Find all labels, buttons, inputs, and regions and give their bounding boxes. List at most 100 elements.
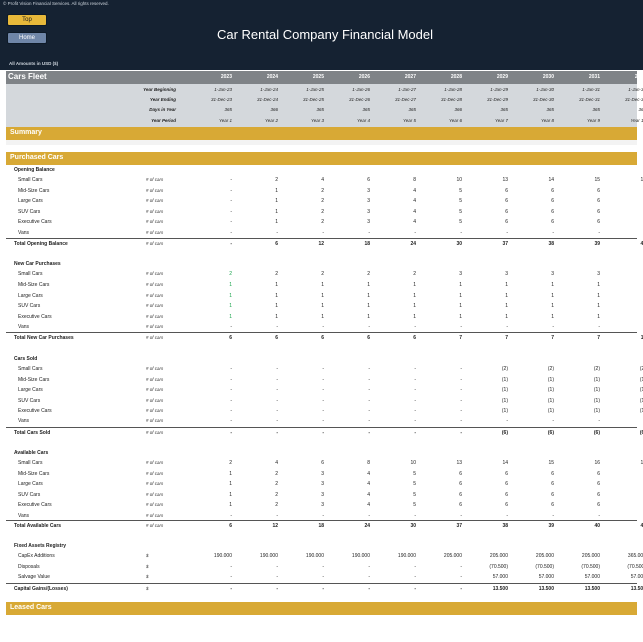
cell-value[interactable]: 1 (321, 282, 324, 288)
cell-value[interactable]: (1) (501, 408, 508, 414)
cell-value[interactable]: 1 (229, 293, 232, 299)
cell-value[interactable]: (70.500) (535, 564, 554, 570)
cell-value[interactable]: 5 (459, 209, 462, 215)
cell-value[interactable]: 6 (505, 502, 508, 508)
leased-section-bar[interactable]: Leased Cars (6, 602, 637, 615)
cell-value[interactable]: 37 (502, 241, 508, 247)
cell-value[interactable]: - (506, 418, 508, 424)
cell-value[interactable]: (1) (547, 387, 554, 393)
cell-value[interactable]: 5 (459, 198, 462, 204)
cell-value[interactable]: 16 (640, 177, 643, 183)
cell-value[interactable]: 1 (229, 502, 232, 508)
cell-value[interactable]: 6 (551, 481, 554, 487)
cell-value[interactable]: (70.500) (489, 564, 508, 570)
cell-value[interactable]: 1 (597, 282, 600, 288)
cell-value[interactable]: - (460, 377, 462, 383)
cell-value[interactable]: 3 (606, 271, 643, 277)
cell-value[interactable]: - (322, 230, 324, 236)
cell-value[interactable]: 1 (413, 282, 416, 288)
cell-value[interactable]: 4 (321, 177, 324, 183)
cell-value[interactable]: 1 (321, 293, 324, 299)
cell-value[interactable]: 1 (505, 282, 508, 288)
cell-value[interactable]: - (368, 513, 370, 519)
cell-value[interactable]: 6 (505, 481, 508, 487)
cell-value[interactable]: 3 (459, 271, 462, 277)
cell-value[interactable]: (1) (639, 408, 643, 414)
cell-value[interactable]: 1 (367, 314, 370, 320)
cell-value[interactable]: - (414, 586, 416, 592)
cell-value[interactable]: - (414, 408, 416, 414)
cell-value[interactable]: 6 (551, 471, 554, 477)
cell-value[interactable]: 1 (229, 282, 232, 288)
cell-value[interactable]: - (368, 418, 370, 424)
cell-value[interactable]: (6) (501, 430, 508, 436)
cell-value[interactable]: - (598, 513, 600, 519)
cell-value[interactable]: 6 (597, 471, 600, 477)
cell-value[interactable]: 12 (272, 523, 278, 529)
cell-value[interactable]: 6 (597, 502, 600, 508)
cell-value[interactable]: 6 (597, 198, 600, 204)
cell-value[interactable]: 6 (505, 198, 508, 204)
cell-value[interactable]: 13.500 (584, 586, 600, 592)
cell-value[interactable]: 2 (275, 471, 278, 477)
purchased-section-bar[interactable]: Purchased Cars (6, 152, 637, 165)
cell-value[interactable]: 6 (367, 335, 370, 341)
cell-value[interactable]: 57.000 (584, 574, 600, 580)
cell-value[interactable]: (1) (593, 408, 600, 414)
cell-value[interactable]: 10 (410, 460, 416, 466)
cell-value[interactable]: 15 (548, 460, 554, 466)
cell-value[interactable]: - (230, 430, 232, 436)
cell-value[interactable]: 365.000 (627, 553, 643, 559)
cell-value[interactable]: 2 (606, 303, 643, 309)
cell-value[interactable]: - (230, 188, 232, 194)
cell-value[interactable]: 3 (551, 271, 554, 277)
cell-value[interactable]: - (414, 574, 416, 580)
cell-value[interactable]: 6 (597, 209, 600, 215)
cell-value[interactable]: - (322, 398, 324, 404)
cell-value[interactable]: - (414, 377, 416, 383)
cell-value[interactable]: - (230, 324, 232, 330)
cell-value[interactable]: 2 (275, 481, 278, 487)
cell-value[interactable]: - (606, 513, 643, 519)
cell-value[interactable]: 6 (459, 471, 462, 477)
cell-value[interactable]: - (322, 564, 324, 570)
cell-value[interactable]: - (368, 324, 370, 330)
cell-value[interactable]: 4 (275, 460, 278, 466)
cell-value[interactable]: 4 (367, 481, 370, 487)
cell-value[interactable]: (1) (501, 398, 508, 404)
cell-value[interactable]: - (506, 230, 508, 236)
cell-value[interactable]: - (460, 387, 462, 393)
cell-value[interactable]: - (230, 564, 232, 570)
cell-value[interactable]: - (230, 408, 232, 414)
cell-value[interactable]: 1 (321, 303, 324, 309)
cell-value[interactable]: 4 (413, 188, 416, 194)
cell-value[interactable]: 1 (413, 303, 416, 309)
cell-value[interactable]: - (276, 586, 278, 592)
cell-value[interactable]: (1) (547, 377, 554, 383)
cell-value[interactable]: - (230, 366, 232, 372)
cell-value[interactable]: - (230, 219, 232, 225)
cell-value[interactable]: - (368, 387, 370, 393)
cell-value[interactable]: - (552, 513, 554, 519)
cell-value[interactable]: 6 (505, 209, 508, 215)
cell-value[interactable]: 6 (597, 492, 600, 498)
cell-value[interactable]: 18 (318, 523, 324, 529)
cell-value[interactable]: 190.000 (213, 553, 232, 559)
cell-value[interactable]: - (322, 408, 324, 414)
cell-value[interactable]: 24 (364, 523, 370, 529)
cell-value[interactable]: 13 (502, 177, 508, 183)
cell-value[interactable]: 2 (275, 177, 278, 183)
cell-value[interactable]: 2 (321, 198, 324, 204)
cell-value[interactable]: - (460, 564, 462, 570)
cell-value[interactable]: 2 (321, 209, 324, 215)
cell-value[interactable]: (1) (547, 408, 554, 414)
cell-value[interactable]: - (230, 241, 232, 247)
cell-value[interactable]: - (368, 586, 370, 592)
cell-value[interactable]: 6 (229, 523, 232, 529)
cell-value[interactable]: 205.000 (535, 553, 554, 559)
summary-section-bar[interactable]: Summary (6, 127, 637, 140)
cell-value[interactable]: 7 (551, 335, 554, 341)
cell-value[interactable]: 2 (606, 293, 643, 299)
cell-value[interactable]: - (276, 513, 278, 519)
cell-value[interactable]: 1 (597, 303, 600, 309)
